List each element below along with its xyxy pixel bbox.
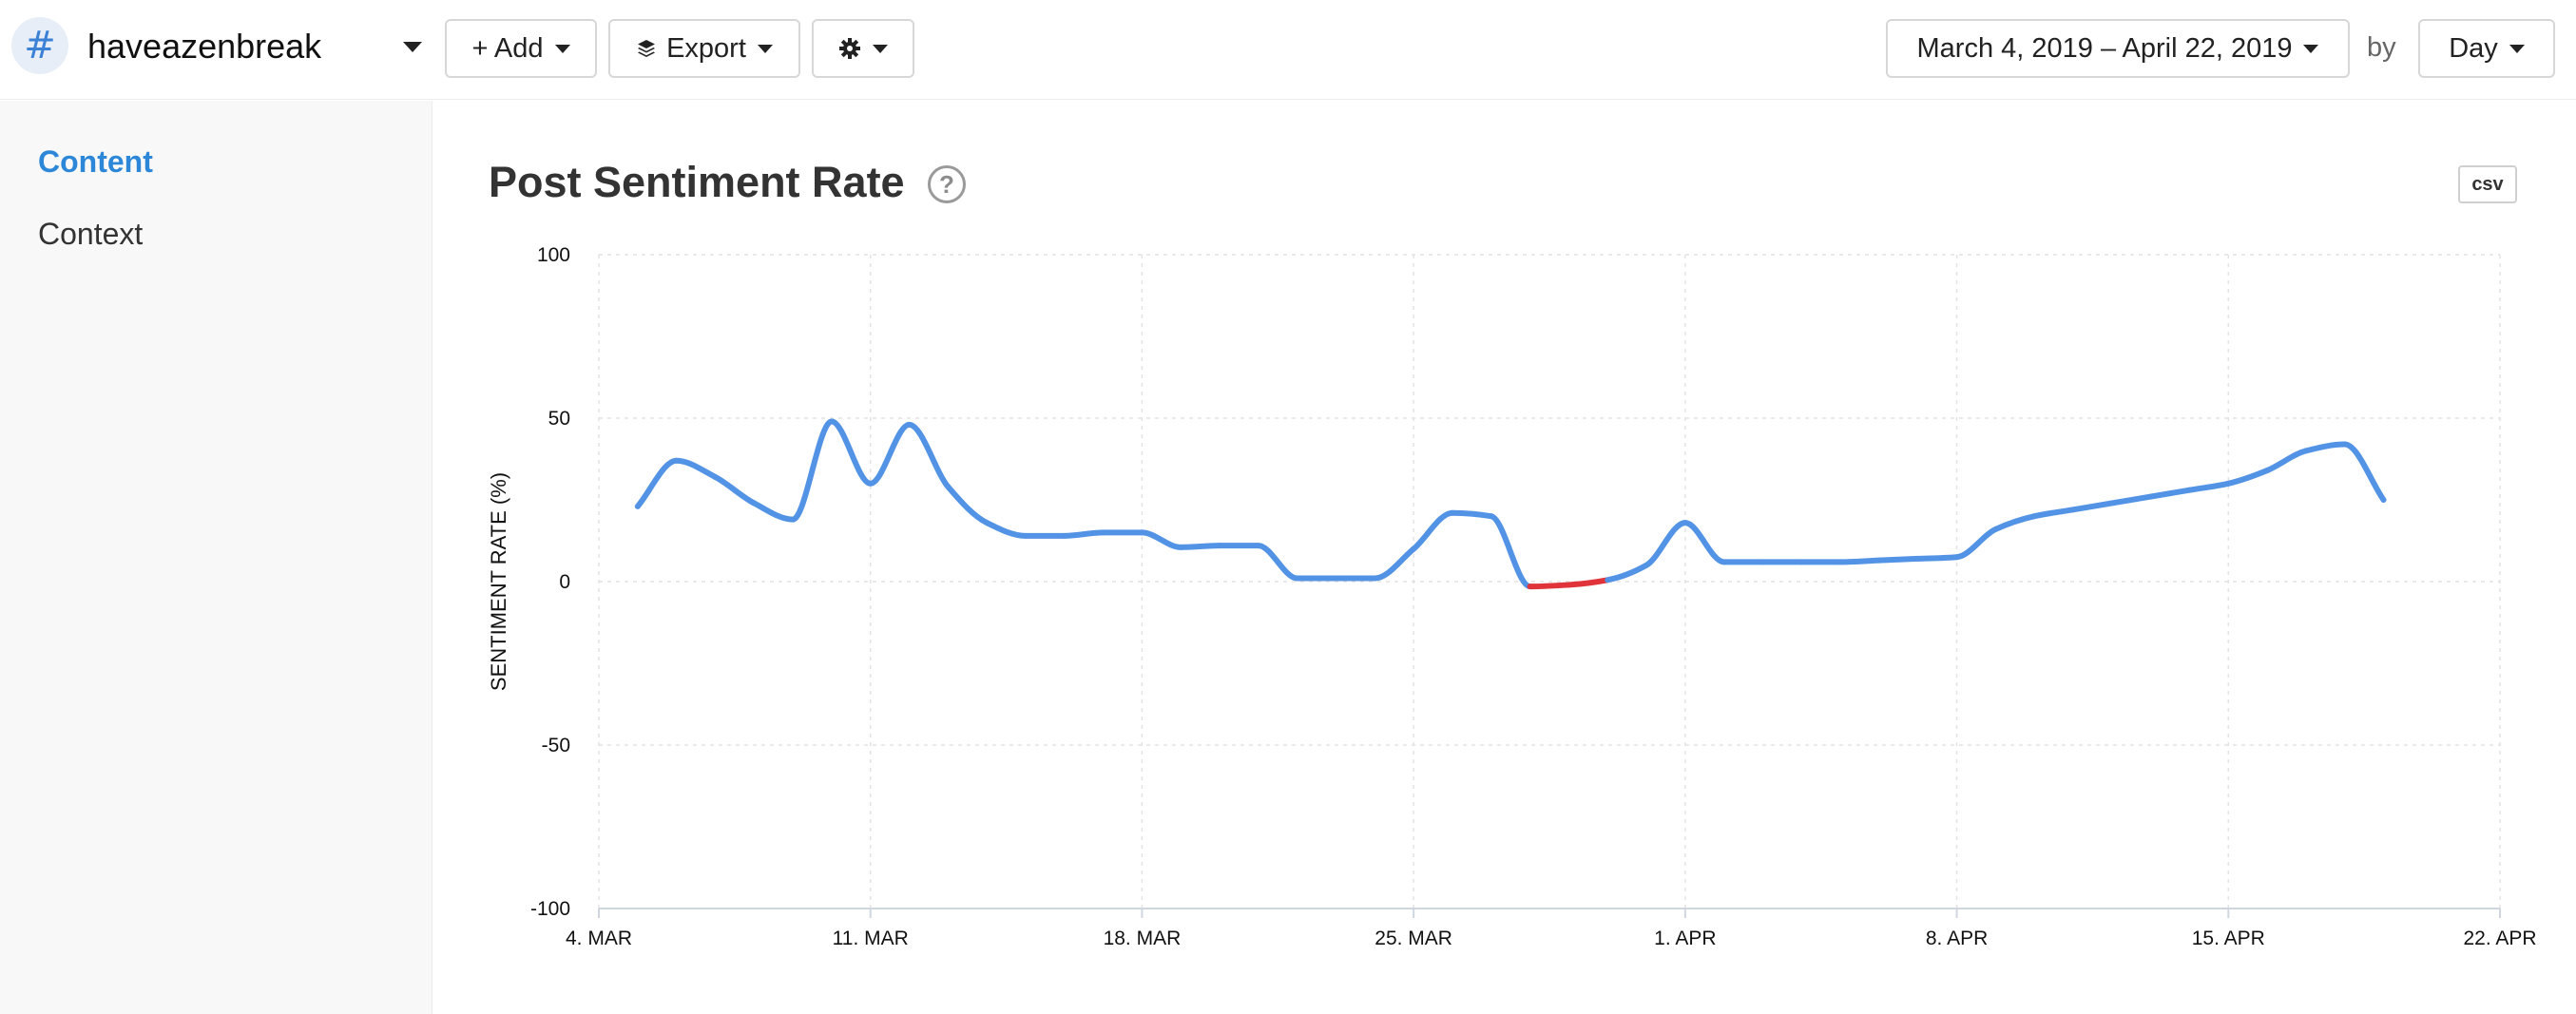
chart-title: Post Sentiment Rate [489,158,905,206]
granularity-select[interactable]: Day [2418,19,2555,78]
hashtag-icon: # [11,17,68,74]
by-label: by [2367,32,2396,63]
export-button[interactable]: Export [608,19,800,78]
add-button-label: + Add [471,32,544,64]
series-line-segment [751,500,797,523]
y-tick-label: 50 [548,408,570,430]
settings-button[interactable] [812,19,914,78]
layers-icon [638,40,656,57]
series-line-segment [2264,448,2309,474]
granularity-label: Day [2449,32,2498,64]
export-button-label: Export [666,32,746,64]
x-tick-label: 18. MAR [1104,928,1182,949]
x-tick-label: 15. APR [2192,928,2265,949]
series-line-segment [1914,554,1960,562]
series-line-segment [1061,529,1106,539]
x-tick-label: 22. APR [2463,928,2536,949]
chevron-down-icon [554,44,570,53]
series-line-segment [1953,526,1999,561]
x-tick-label: 1. APR [1654,928,1716,949]
sidebar-item-context[interactable]: Context [38,217,144,251]
series-line-segment [790,418,835,523]
series-line-segment [1411,509,1455,552]
series-line-segment [2225,468,2271,487]
top-bar: # haveazenbreak + Add Export [0,0,2576,100]
series-line-segment [984,520,1028,539]
date-range-label: March 4, 2019 – April 22, 2019 [1916,32,2293,64]
series-line-segment [2108,493,2154,507]
csv-button[interactable]: csv [2458,165,2517,203]
series-line-segment [867,421,913,487]
series-line-segment [1178,543,1223,550]
series-line-segment [2031,507,2077,520]
series-line-segment [1566,577,1611,588]
series-line-segment [1372,545,1417,582]
series-line-segment [1527,582,1572,590]
chevron-down-icon [873,44,888,53]
series-line-segment [1837,557,1882,565]
help-icon[interactable]: ? [928,165,966,203]
series-line-segment [1449,509,1494,520]
y-tick-label: -50 [542,735,570,756]
profile-name[interactable]: haveazenbreak [87,27,322,66]
series-line-segment [1255,543,1300,582]
series-line-segment [1488,513,1533,590]
date-range-picker[interactable]: March 4, 2019 – April 22, 2019 [1886,19,2350,78]
series-line-segment [712,473,758,507]
series-lines [634,418,2387,590]
series-line-segment [2302,441,2348,454]
series-line-segment [1992,513,2038,532]
chart-grid [598,254,2501,909]
profile-dropdown-caret-icon[interactable] [403,42,422,52]
chevron-down-icon [2509,44,2525,53]
series-line-segment [1875,555,1921,564]
chevron-down-icon [2303,44,2319,53]
series-line-segment [1644,520,1688,568]
sentiment-chart: 100 50 0 -50 -100 4. MAR 11. MAR 18. MAR 25. MA… [487,244,2537,949]
series-line-segment [2070,500,2115,513]
series-line-segment [673,457,719,480]
y-tick-label: 0 [559,571,570,593]
series-line-segment [2341,441,2387,503]
series-line-segment [634,457,680,509]
series-line-segment [2147,487,2193,500]
x-tick-label: 4. MAR [566,928,632,949]
series-line-segment [828,418,874,487]
y-tick-label: -100 [530,898,570,920]
gear-icon [839,38,860,59]
series-line-segment [1682,520,1727,565]
series-line-segment [1605,562,1650,584]
sidebar-item-content[interactable]: Content [38,144,153,179]
series-line-segment [945,484,990,526]
add-button[interactable]: + Add [445,19,597,78]
series-line-segment [906,421,952,490]
chevron-down-icon [757,44,773,53]
y-axis-title: SENTIMENT RATE (%) [487,472,510,691]
y-tick-label: 100 [537,244,570,266]
x-tick-label: 8. APR [1926,928,1988,949]
series-line-segment [1139,529,1184,550]
x-tick-label: 25. MAR [1375,928,1452,949]
x-tick-label: 11. MAR [833,928,909,949]
y-axis: 100 50 0 -50 -100 [530,244,570,920]
x-axis: 4. MAR 11. MAR 18. MAR 25. MAR 1. APR 8. APR 1… [566,908,2537,949]
series-line-segment [2186,480,2232,493]
sidebar: Content Context [0,101,433,1014]
